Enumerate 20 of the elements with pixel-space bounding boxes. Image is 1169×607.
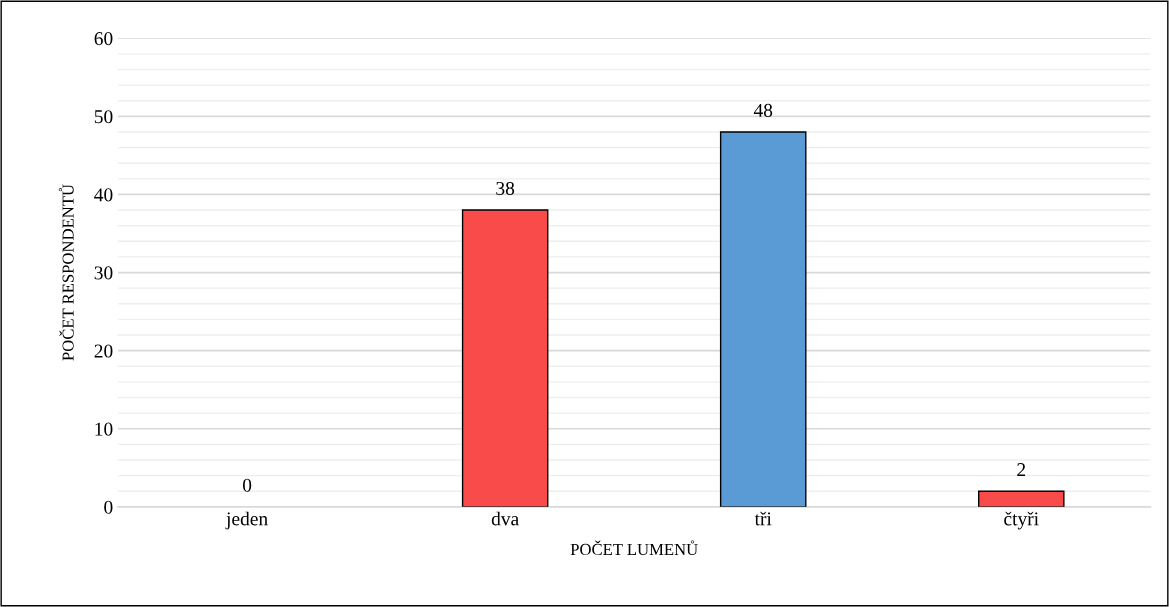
data-label: 0 [242, 478, 252, 492]
y-tick-label: 50 [94, 110, 113, 124]
x-tick-label: jeden [225, 511, 268, 530]
bar [977, 490, 1065, 507]
y-tick-label: 20 [94, 344, 113, 358]
y-tick-label: 40 [94, 188, 113, 202]
y-axis-title: POČET RESPONDENTŮ [58, 184, 74, 361]
data-label: 48 [753, 103, 773, 117]
x-tick-label: čtyři [1004, 511, 1039, 530]
y-tick-label: 10 [95, 422, 113, 436]
data-label: 2 [1017, 463, 1026, 476]
bar [719, 131, 807, 507]
bar [461, 209, 549, 507]
y-tick-label: 60 [94, 32, 113, 46]
x-axis-title: POČET LUMENŮ [570, 540, 698, 556]
data-label: 38 [496, 181, 515, 195]
x-tick-label: dva [491, 511, 519, 526]
x-tick-label: tři [754, 511, 772, 526]
y-tick-label: 30 [94, 266, 113, 280]
y-tick-label: 0 [104, 500, 113, 514]
